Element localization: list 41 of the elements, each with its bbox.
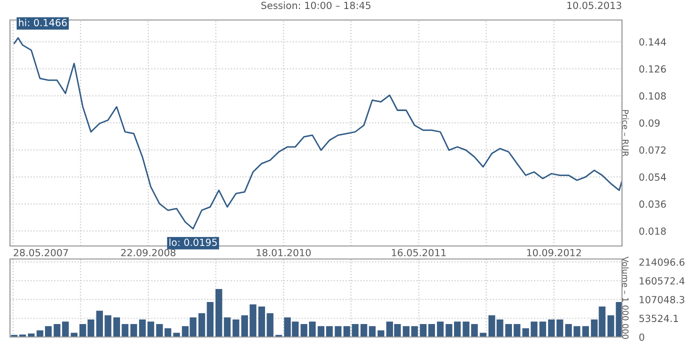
y-tick-label: 0.072 <box>639 146 666 154</box>
x-tick-label: 18.01.2010 <box>256 248 311 256</box>
bar <box>436 322 444 337</box>
line-series <box>14 37 622 230</box>
x-tick-label: 16.05.2011 <box>392 248 446 256</box>
y-tick-label: 214096.6 <box>639 258 684 266</box>
text: 10.05.2013 <box>567 2 622 10</box>
bar <box>334 326 342 337</box>
y-tick-label: 107048.3 <box>640 296 684 304</box>
bar <box>360 324 368 337</box>
bar <box>420 324 427 337</box>
y-axis-title: Volume – 1 000 000 <box>622 256 629 339</box>
y-tick-label: 0.126 <box>639 65 666 73</box>
y-tick-label: 0.054 <box>639 173 666 181</box>
bar <box>206 302 214 337</box>
y-tick-label: 0.144 <box>639 38 666 46</box>
bar <box>343 326 350 337</box>
bar <box>130 324 138 337</box>
bar <box>607 315 614 337</box>
bar <box>378 330 384 337</box>
bar <box>215 288 222 337</box>
y-tick-label: 0 <box>639 333 644 341</box>
y-tick-label: 0.108 <box>639 92 666 100</box>
annotation: hi: 0.1466 <box>19 18 67 26</box>
x-tick-label: 28.05.2007 <box>14 248 68 256</box>
bar <box>368 326 376 337</box>
y-tick-label: 0.018 <box>639 227 666 235</box>
y-tick-label: 160572.4 <box>640 277 685 285</box>
bar <box>198 313 206 337</box>
y-tick-label: 0.09 <box>639 119 660 127</box>
x-tick-label: 22.09.2008 <box>121 248 176 256</box>
text: Session: 10:00 – 18:45 <box>261 2 370 10</box>
y-tick-label: 53524.1 <box>639 314 678 322</box>
y-axis-title: Price – RUR <box>622 110 629 156</box>
annotation: lo: 0.0195 <box>169 238 217 246</box>
bar <box>428 324 435 337</box>
y-tick-label: 0.036 <box>639 200 666 208</box>
x-tick-label: 10.09.2012 <box>527 248 581 256</box>
bar <box>224 317 231 337</box>
bar <box>352 324 359 337</box>
bar <box>539 322 546 337</box>
